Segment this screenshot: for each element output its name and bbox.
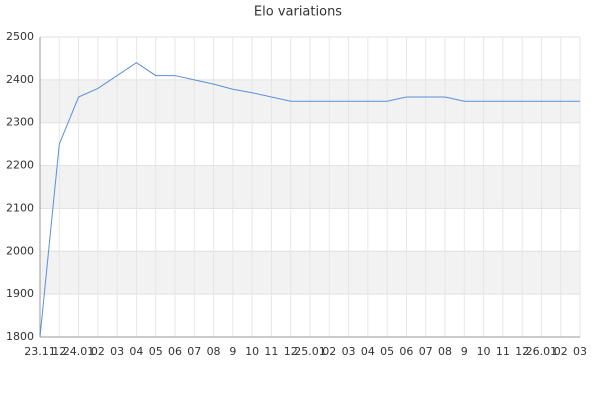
x-tick-label: 06 [399,345,413,358]
x-tick-label: 05 [380,345,394,358]
x-tick-label: 11 [264,345,278,358]
y-tick-label: 2500 [6,30,34,43]
y-tick-label: 1800 [6,330,34,343]
y-tick-label: 2200 [6,159,34,172]
x-tick-label: 03 [573,345,587,358]
x-tick-label: 03 [342,345,356,358]
x-tick-label: 02 [91,345,105,358]
x-tick-label: 23.11 [24,345,56,358]
x-tick-label: 9 [229,345,236,358]
x-tick-label: 06 [168,345,182,358]
x-tick-label: 12 [284,345,298,358]
x-tick-label: 04 [129,345,143,358]
x-tick-label: 11 [496,345,510,358]
x-tick-label: 05 [149,345,163,358]
y-tick-label: 1900 [6,287,34,300]
x-tick-label: 03 [110,345,124,358]
x-tick-label: 24.01 [63,345,95,358]
chart-title: Elo variations [254,5,342,20]
y-tick-label: 2100 [6,201,34,214]
y-tick-label: 2000 [6,244,34,257]
y-tick-label: 2400 [6,73,34,86]
x-tick-label: 26.01 [526,345,558,358]
x-tick-label: 04 [361,345,375,358]
line [39,62,580,338]
x-tick-label: 02 [322,345,336,358]
x-tick-label: 07 [419,345,433,358]
y-tick-label: 2300 [6,116,34,129]
x-tick-label: 25.01 [294,345,326,358]
x-tick-label: 10 [245,345,259,358]
x-tick-label: 07 [187,345,201,358]
x-tick-label: 12 [515,345,529,358]
x-tick-label: 02 [554,345,568,358]
x-tick-label: 12 [52,345,66,358]
x-tick-label: 9 [461,345,468,358]
x-tick-label: 10 [477,345,491,358]
x-tick-label: 08 [207,345,221,358]
x-tick-label: 08 [438,345,452,358]
